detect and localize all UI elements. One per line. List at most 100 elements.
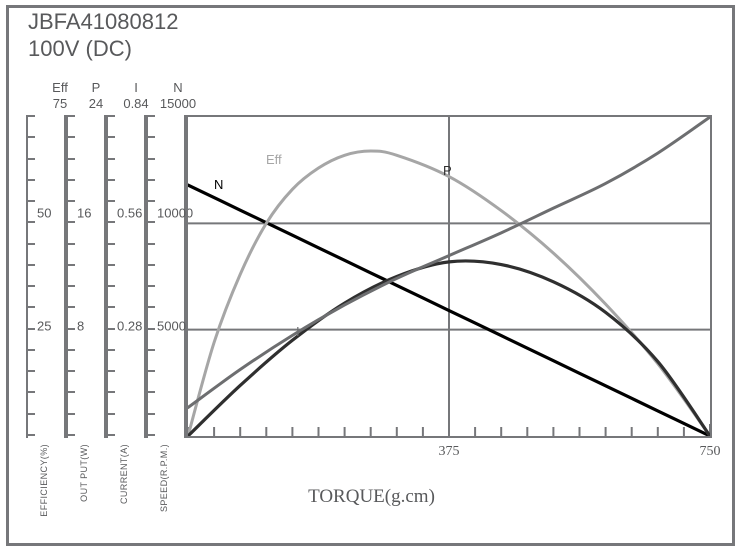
scale-tick xyxy=(108,242,115,245)
scale-tick xyxy=(28,157,35,160)
scale-tick xyxy=(28,178,35,181)
scale-tick xyxy=(148,306,155,309)
scale-tick xyxy=(68,370,75,373)
scale-tick xyxy=(68,327,75,330)
scale-tick xyxy=(28,327,35,330)
scale-column-speed: 10000 5000 xyxy=(146,115,193,438)
scale-tick xyxy=(148,178,155,181)
scale-label-power-0: 16 xyxy=(77,205,92,221)
plot-area: N Eff P I xyxy=(186,115,712,438)
scale-tick xyxy=(68,178,75,181)
scale-tick xyxy=(68,157,75,160)
curve-label-eff: Eff xyxy=(266,152,282,167)
scale-tick xyxy=(28,263,35,266)
axis-max-current: 0.84 xyxy=(123,96,149,111)
scale-tick xyxy=(28,221,35,224)
scale-tick xyxy=(108,370,115,373)
scale-tick xyxy=(28,412,35,415)
scale-tick xyxy=(28,391,35,394)
page-subtitle: 100V (DC) xyxy=(28,36,132,61)
scale-tick xyxy=(28,115,35,117)
scale-tick xyxy=(68,348,75,351)
axis-scales: 50 25 16 8 0.56 0.28 10000 5000 xyxy=(26,115,193,438)
scale-tick xyxy=(108,115,115,117)
x-tick-750: 750 xyxy=(699,444,721,459)
scale-tick xyxy=(68,391,75,394)
scale-tick xyxy=(68,306,75,309)
scale-tick xyxy=(108,327,115,330)
scale-tick xyxy=(108,136,115,139)
scale-label-speed-0: 10000 xyxy=(157,205,194,221)
scale-tick xyxy=(148,221,155,224)
scale-tick xyxy=(148,263,155,266)
scale-tick xyxy=(68,434,75,436)
scale-label-power-1: 8 xyxy=(77,318,85,334)
axis-name-current: I xyxy=(134,80,138,95)
scale-column-eff: 50 25 xyxy=(26,115,66,438)
scale-tick xyxy=(148,412,155,415)
scale-tick xyxy=(148,327,155,330)
curve-label-p: P xyxy=(443,163,452,178)
scale-column-current: 0.56 0.28 xyxy=(106,115,146,438)
scale-tick xyxy=(68,263,75,266)
axis-name-speed: N xyxy=(173,80,183,95)
curve-eff xyxy=(188,149,710,436)
scale-tick xyxy=(68,115,75,117)
scale-tick xyxy=(148,434,155,436)
curve-p xyxy=(188,259,710,436)
scale-tick xyxy=(148,370,155,373)
curve-n xyxy=(188,183,710,436)
scale-tick xyxy=(68,136,75,139)
x-axis-title: TORQUE(g.cm) xyxy=(308,486,435,507)
scale-tick xyxy=(108,263,115,266)
scale-tick xyxy=(28,242,35,245)
scale-tick xyxy=(148,115,155,117)
scale-tick xyxy=(108,157,115,160)
scale-tick xyxy=(148,285,155,288)
scale-tick xyxy=(108,391,115,394)
scale-tick xyxy=(148,136,155,139)
scale-tick xyxy=(28,306,35,309)
x-tick-375: 375 xyxy=(438,444,460,459)
axis-name-eff: Eff xyxy=(52,80,68,95)
scale-tick xyxy=(148,242,155,245)
scale-tick xyxy=(68,221,75,224)
scale-label-current-0: 0.56 xyxy=(117,205,143,221)
scale-tick xyxy=(108,285,115,288)
axis-max-speed: 15000 xyxy=(159,96,197,111)
scale-tick xyxy=(68,412,75,415)
scale-tick xyxy=(68,200,75,203)
curve-label-i: I xyxy=(296,324,300,339)
scale-tick xyxy=(108,434,115,436)
scale-tick xyxy=(108,412,115,415)
scale-label-eff-0: 50 xyxy=(37,205,52,221)
scale-tick xyxy=(108,200,115,203)
scale-tick xyxy=(108,221,115,224)
scale-tick xyxy=(28,285,35,288)
scale-tick xyxy=(148,157,155,160)
axis-name-power: P xyxy=(91,80,101,95)
axis-max-power: 24 xyxy=(88,96,104,111)
scale-tick xyxy=(108,306,115,309)
scale-tick xyxy=(68,285,75,288)
scale-tick xyxy=(108,178,115,181)
curve-label-n: N xyxy=(214,177,224,192)
scale-label-eff-1: 25 xyxy=(37,318,52,334)
curves-svg xyxy=(188,117,710,436)
curve-i xyxy=(188,117,710,410)
chart-frame xyxy=(6,5,735,546)
scale-tick xyxy=(108,348,115,351)
axis-max-eff: 75 xyxy=(52,96,68,111)
scale-tick xyxy=(28,370,35,373)
scale-column-power: 16 8 xyxy=(66,115,106,438)
scale-tick xyxy=(28,136,35,139)
scale-tick xyxy=(28,200,35,203)
scale-tick xyxy=(28,434,35,436)
scale-tick xyxy=(148,348,155,351)
scale-label-speed-1: 5000 xyxy=(157,318,186,334)
scale-tick xyxy=(68,242,75,245)
page-title: JBFA41080812 xyxy=(28,9,179,34)
scale-tick xyxy=(28,348,35,351)
scale-tick xyxy=(148,391,155,394)
scale-label-current-1: 0.28 xyxy=(117,318,143,334)
